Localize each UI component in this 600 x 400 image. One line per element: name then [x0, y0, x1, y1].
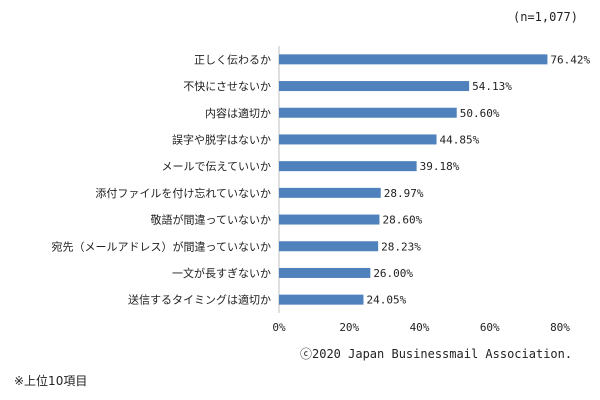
- data-label: 39.18%: [420, 160, 460, 173]
- x-tick-label: 80%: [550, 321, 570, 334]
- category-label: メールで伝えていいか: [162, 160, 271, 173]
- data-label: 50.60%: [460, 107, 500, 120]
- category-label: 不快にさせないか: [183, 80, 271, 93]
- category-label: 宛先（メールアドレス）が間違っていないか: [52, 239, 271, 253]
- category-label: 送信するタイミングは適切か: [128, 293, 271, 307]
- x-tick-label: 20%: [339, 321, 359, 334]
- category-label: 添付ファイルを付け忘れていないか: [95, 186, 271, 200]
- x-tick-label: 60%: [480, 321, 500, 334]
- category-label: 一文が長すぎないか: [172, 266, 271, 280]
- data-label: 24.05%: [366, 294, 406, 307]
- category-label: 内容は適切か: [205, 106, 271, 120]
- bar: [279, 54, 548, 65]
- bar: [279, 107, 457, 118]
- bar: [279, 187, 381, 198]
- sample-size-note: (n=1,077): [512, 10, 578, 24]
- data-label: 26.00%: [373, 267, 413, 280]
- bar: [279, 267, 371, 278]
- category-label: 敬語が間違っていないか: [151, 213, 271, 227]
- data-label: 54.13%: [472, 80, 512, 93]
- data-label: 44.85%: [440, 133, 480, 146]
- bar: [279, 81, 470, 92]
- bar: [279, 294, 364, 305]
- data-label: 28.60%: [382, 214, 422, 227]
- footnote: ※上位10項目: [14, 374, 88, 388]
- category-label: 正しく伝わるか: [194, 53, 271, 66]
- bar: [279, 134, 437, 145]
- data-label: 76.42%: [550, 53, 590, 66]
- bar: [279, 214, 380, 225]
- x-tick-label: 0%: [272, 321, 286, 334]
- data-label: 28.97%: [384, 187, 424, 200]
- bar: [279, 241, 379, 252]
- x-tick-label: 40%: [410, 321, 430, 334]
- copyright-notice: ⓒ2020 Japan Businessmail Association.: [300, 347, 573, 361]
- data-label: 28.23%: [381, 240, 421, 253]
- category-label: 誤字や脱字はないか: [172, 132, 271, 146]
- bar: [279, 161, 417, 172]
